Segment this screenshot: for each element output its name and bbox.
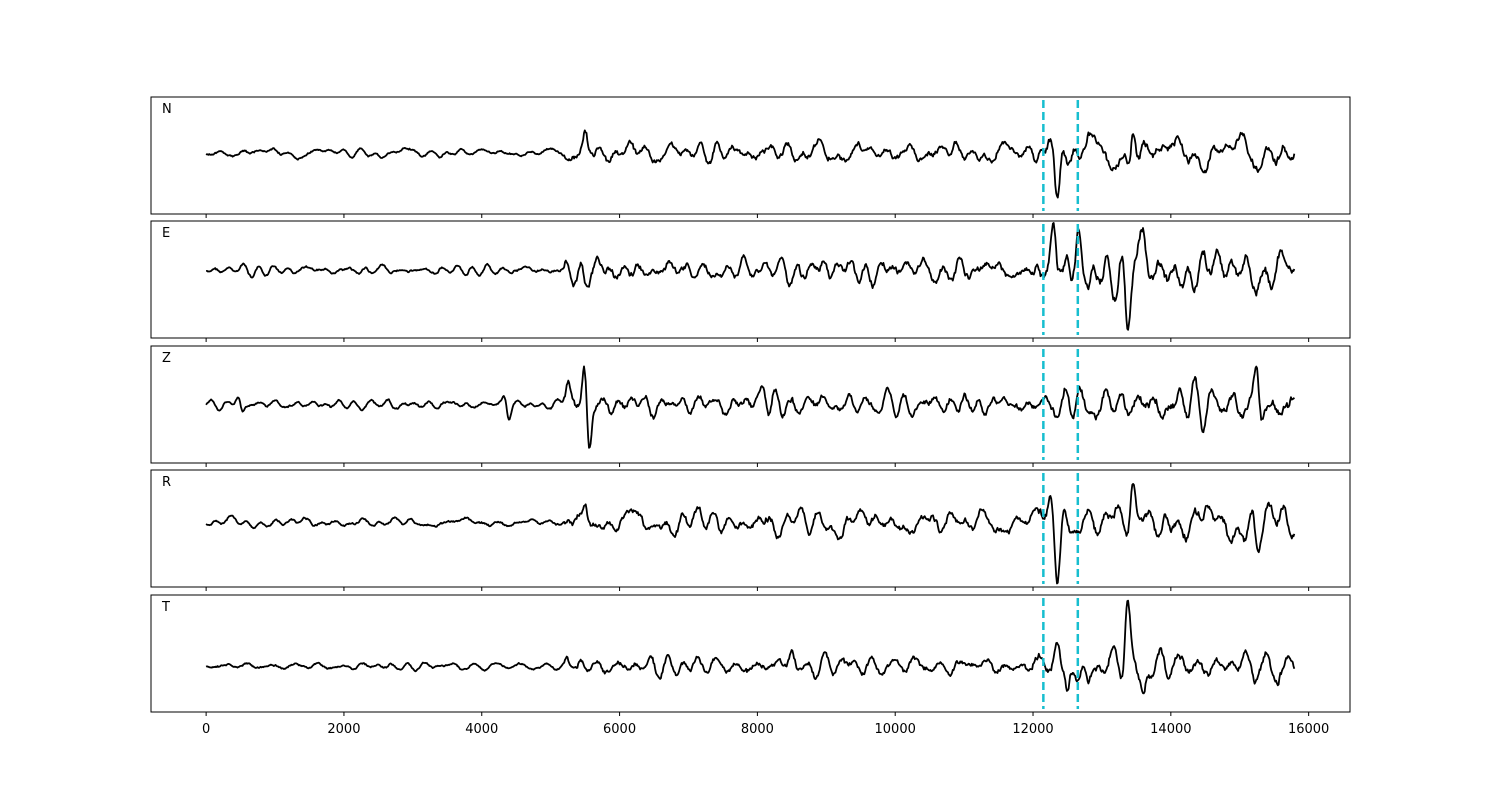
panel-z: Z (150, 345, 1351, 467)
channel-label: T (161, 600, 170, 615)
x-tick-label: 4000 (465, 722, 498, 737)
panel-frame (150, 220, 1351, 339)
x-tick-label: 10000 (875, 722, 916, 737)
x-tick-label: 6000 (603, 722, 636, 737)
panel-frame (150, 594, 1351, 713)
channel-label: E (162, 226, 170, 241)
panels: N E Z R T 0 2000 4000 6000 8000 10000 12000 14000 160… (150, 96, 1351, 737)
x-tick-label: 8000 (741, 722, 774, 737)
panel-t: T (150, 594, 1351, 716)
panel-frame (150, 345, 1351, 464)
trace-n (205, 129, 1296, 199)
x-tick-label: 12000 (1012, 722, 1053, 737)
panel-n: N (150, 96, 1351, 218)
panel-r: R (150, 469, 1351, 591)
panel-e: E (150, 220, 1351, 342)
panel-frame (150, 96, 1351, 215)
trace-z (205, 365, 1296, 449)
channel-label: Z (162, 351, 171, 366)
channel-label: N (162, 102, 172, 117)
x-tick-label: 0 (202, 722, 210, 737)
x-tick-label: 2000 (327, 722, 360, 737)
x-tick-label: 14000 (1150, 722, 1191, 737)
trace-t (205, 599, 1296, 695)
x-tick-label: 16000 (1288, 722, 1329, 737)
panel-frame (150, 469, 1351, 588)
trace-r (205, 483, 1296, 585)
trace-e (206, 222, 1296, 331)
channel-label: R (162, 475, 171, 490)
